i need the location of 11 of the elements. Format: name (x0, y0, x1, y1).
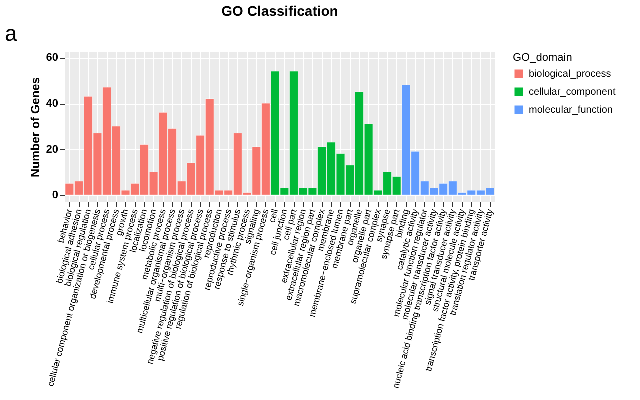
chart-title: GO Classification (222, 3, 338, 19)
y-tick-label: 60 (46, 52, 58, 64)
y-tick-label: 40 (46, 98, 58, 110)
y-axis-title: Number of Genes (28, 77, 42, 178)
legend-label: cellular_component (529, 87, 616, 98)
text: a (5, 21, 18, 46)
y-tick-label: 20 (46, 144, 58, 156)
legend-label: molecular_function (529, 105, 613, 116)
legend-label: biological_process (529, 69, 612, 80)
y-tick-label: 0 (52, 190, 58, 202)
legend-title: GO_domain (513, 52, 572, 64)
